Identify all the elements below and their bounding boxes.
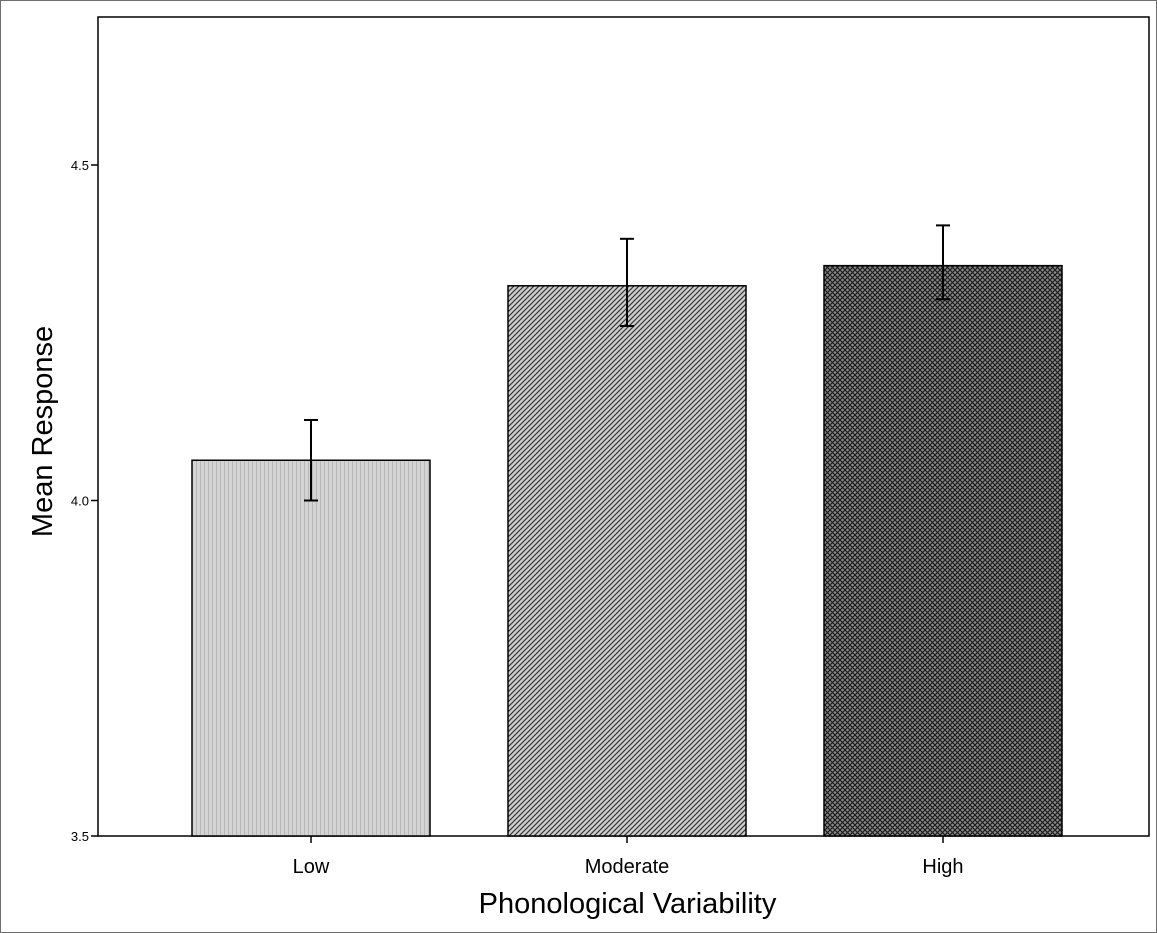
y-tick-label: 4.5	[71, 158, 89, 173]
bar-high	[823, 264, 1063, 837]
error-bars-group	[304, 224, 950, 502]
bar-low	[191, 459, 431, 837]
y-axis-title: Mean Response	[27, 326, 59, 537]
y-tick-label: 3.5	[71, 829, 89, 844]
y-tick-label: 4.0	[71, 494, 89, 509]
x-tick-label-moderate: Moderate	[585, 856, 670, 878]
x-axis: Low Moderate High	[293, 836, 964, 878]
x-tick-label-low: Low	[293, 856, 330, 878]
x-tick-label-high: High	[922, 856, 963, 878]
bars-group	[191, 264, 1063, 837]
y-axis: 3.5 4.0 4.5	[71, 158, 98, 844]
x-axis-title: Phonological Variability	[479, 888, 777, 920]
bar-moderate	[507, 285, 747, 837]
